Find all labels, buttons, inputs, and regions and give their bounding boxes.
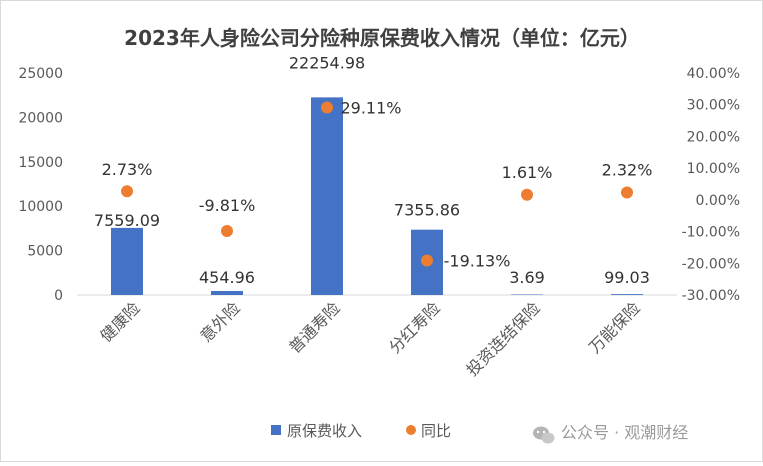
- bar-data-label: 3.69: [509, 268, 545, 287]
- bar-mark: [511, 294, 543, 295]
- left-tick-label: 5000: [27, 244, 63, 260]
- category-label: 意外险: [196, 298, 243, 345]
- left-tick-label: 10000: [18, 199, 63, 215]
- right-tick-label: -20.00%: [682, 256, 740, 272]
- bar-data-labels: 7559.09 454.96 22254.98 7355.86 3.69 99.03: [94, 53, 650, 287]
- legend-swatch-bar: [271, 425, 281, 435]
- point-mark: [221, 224, 233, 237]
- category-label: 普通寿险: [285, 298, 344, 357]
- left-tick-label: 15000: [18, 155, 63, 171]
- bar-mark: [611, 294, 643, 295]
- legend-label-bar: 原保费收入: [287, 422, 362, 440]
- right-tick-label: 10.00%: [687, 161, 740, 177]
- point-data-label: 2.32%: [602, 160, 653, 179]
- wechat-icon: [533, 426, 555, 444]
- bar-series: [111, 97, 643, 295]
- legend-label-point: 同比: [421, 422, 451, 440]
- point-mark: [521, 188, 533, 201]
- bar-mark: [311, 97, 343, 295]
- category-label: 万能保险: [585, 298, 644, 357]
- point-data-label: 29.11%: [340, 99, 401, 118]
- watermark-text: 公众号 · 观潮财经: [561, 423, 688, 442]
- right-tick-label: 20.00%: [687, 129, 740, 145]
- point-data-labels: 2.73% -9.81% 29.11% -19.13% 1.61% 2.32%: [102, 99, 653, 271]
- right-tick-label: 0.00%: [696, 193, 740, 209]
- legend: 原保费收入 同比: [271, 422, 451, 440]
- left-tick-label: 0: [54, 288, 63, 304]
- point-mark: [421, 254, 433, 267]
- watermark: 公众号 · 观潮财经: [533, 423, 688, 444]
- point-data-label: 2.73%: [102, 160, 153, 179]
- bar-data-label: 454.96: [199, 268, 255, 287]
- point-mark: [121, 185, 133, 198]
- bar-data-label: 7355.86: [394, 201, 460, 220]
- category-label: 投资连结保险: [463, 298, 544, 379]
- legend-swatch-point: [406, 425, 416, 435]
- point-mark: [321, 101, 333, 114]
- left-tick-label: 20000: [18, 110, 63, 126]
- left-tick-label: 25000: [18, 66, 63, 82]
- bar-data-label: 7559.09: [94, 211, 160, 230]
- category-label: 分红寿险: [385, 298, 444, 357]
- right-tick-label: 40.00%: [687, 66, 740, 82]
- category-label: 健康险: [96, 298, 143, 345]
- point-data-label: 1.61%: [502, 163, 553, 182]
- right-tick-label: -10.00%: [682, 225, 740, 241]
- category-labels: 健康险 意外险 普通寿险 分红寿险 投资连结保险 万能保险: [96, 298, 643, 379]
- bar-data-label: 99.03: [604, 268, 650, 287]
- point-data-label: -19.13%: [444, 252, 511, 271]
- point-mark: [621, 186, 633, 199]
- left-axis: 0 5000 10000 15000 20000 25000: [18, 66, 63, 304]
- right-axis: -30.00% -20.00% -10.00% 0.00% 10.00% 20.00% 30…: [682, 66, 740, 304]
- bar-mark: [211, 290, 243, 295]
- right-tick-label: 30.00%: [687, 98, 740, 114]
- point-data-label: -9.81%: [199, 196, 256, 215]
- point-series: [121, 101, 633, 267]
- bar-data-label: 22254.98: [289, 53, 365, 72]
- bar-mark: [111, 227, 143, 295]
- right-tick-label: -30.00%: [682, 288, 740, 304]
- chart-title: 2023年人身险公司分险种原保费收入情况（单位：亿元）: [124, 26, 640, 50]
